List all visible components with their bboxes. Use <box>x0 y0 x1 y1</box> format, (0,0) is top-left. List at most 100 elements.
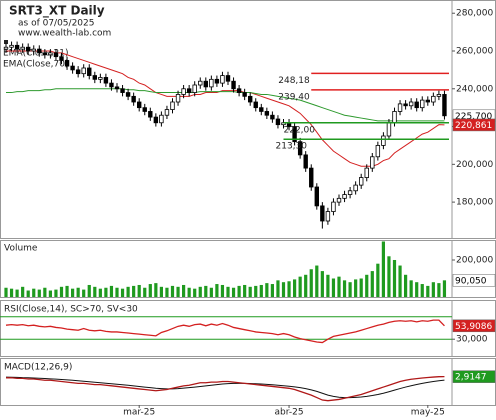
candle-body <box>408 101 414 107</box>
indicator-tag: 2,9147 <box>455 373 487 383</box>
volume-bar <box>115 287 119 297</box>
signal-line <box>5 376 445 399</box>
candle-body <box>198 80 203 86</box>
candle-body <box>25 46 31 52</box>
candle-body <box>342 194 347 199</box>
y-tick-label: 200,000 <box>456 255 493 265</box>
indicator-tag: 53,9086 <box>455 322 492 332</box>
candle-body <box>214 78 220 84</box>
indicator-line <box>5 319 445 344</box>
volume-bar <box>187 287 191 297</box>
pane-title: Volume <box>4 244 38 254</box>
candle-body <box>436 94 442 97</box>
candle-body <box>320 205 325 222</box>
candle-body <box>386 122 392 137</box>
candle-body <box>81 67 86 75</box>
volume-bar <box>342 280 347 297</box>
legend-entry: EMA(Close,70) <box>3 60 68 70</box>
volume-bar <box>4 287 8 297</box>
volume-bar <box>370 271 374 297</box>
candle-body <box>220 75 225 84</box>
candle-body <box>136 101 142 109</box>
volume-bar <box>87 284 91 297</box>
ema-tag: 220,861 <box>455 121 492 131</box>
candle-body <box>303 154 308 169</box>
candle-body <box>442 94 447 117</box>
indicator-line <box>6 376 445 402</box>
volume-bar <box>354 279 358 297</box>
volume-bar <box>298 276 302 297</box>
volume-bar <box>182 284 186 297</box>
candle-body <box>392 111 397 124</box>
volume-bar <box>170 285 175 297</box>
candle-body <box>297 141 303 156</box>
volume-bar <box>331 278 336 297</box>
candle-body <box>148 111 153 118</box>
volume-bar <box>309 269 313 297</box>
volume-bar <box>15 289 19 297</box>
volume-bar <box>71 288 75 297</box>
candle-body <box>336 197 342 203</box>
volume-bar <box>304 274 308 297</box>
volume-bar <box>259 284 263 297</box>
candle-body <box>87 67 92 76</box>
volume-bar <box>65 285 69 297</box>
candle-body <box>364 167 369 178</box>
y-tick-label: 280,000 <box>456 9 493 19</box>
candle-body <box>370 156 375 169</box>
candle-body <box>31 48 36 52</box>
candle-body <box>275 118 281 126</box>
candle-body <box>270 114 275 120</box>
x-tick-label: may-25 <box>411 408 445 418</box>
candle-body <box>109 82 114 88</box>
candle-body <box>14 44 20 50</box>
volume-bar <box>315 265 319 297</box>
candle-body <box>203 80 208 88</box>
candle-body <box>264 111 270 116</box>
candle-body <box>325 211 331 222</box>
candle-body <box>9 44 14 48</box>
volume-bar <box>337 276 341 297</box>
candle-body <box>425 99 430 103</box>
volume-bar <box>109 285 114 297</box>
volume-bar <box>104 287 108 297</box>
candle-body <box>159 114 164 124</box>
volume-bar <box>387 256 391 297</box>
candle-body <box>231 80 236 90</box>
candle-body <box>3 46 9 50</box>
indicator-tag-box <box>452 370 496 383</box>
volume-bar <box>132 285 136 297</box>
candle-body <box>420 99 425 109</box>
candle-body <box>125 92 131 97</box>
volume-bar <box>420 284 424 297</box>
volume-bar <box>248 286 252 297</box>
volume-bar <box>243 284 247 297</box>
y-tick-label: 260,000 <box>456 47 493 57</box>
volume-bar <box>265 283 269 297</box>
volume-bar <box>281 282 286 297</box>
volume-bar <box>26 290 30 297</box>
volume-bar <box>426 285 430 297</box>
candle-body <box>153 116 159 124</box>
volume-bar <box>376 263 380 297</box>
volume-bar <box>287 281 291 297</box>
x-tick-label: abr-25 <box>275 408 304 418</box>
candle-body <box>225 75 231 82</box>
volume-bar <box>37 289 41 297</box>
candle-body <box>259 107 264 112</box>
volume-bar <box>254 285 258 297</box>
candle-body <box>186 88 192 93</box>
level-label: 213,30 <box>276 142 308 152</box>
volume-bar <box>415 282 419 297</box>
volume-bar <box>198 286 202 297</box>
level-label: 222,00 <box>284 125 316 135</box>
y-tick-label: 30,000 <box>456 335 488 345</box>
y-tick-label: 240,000 <box>456 84 493 94</box>
candle-body <box>164 109 170 116</box>
candle-body <box>175 94 181 103</box>
volume-bar <box>215 284 219 297</box>
candle-body <box>209 78 214 88</box>
candle-body <box>114 86 120 90</box>
last-price-tag: 225,700 <box>455 112 492 122</box>
